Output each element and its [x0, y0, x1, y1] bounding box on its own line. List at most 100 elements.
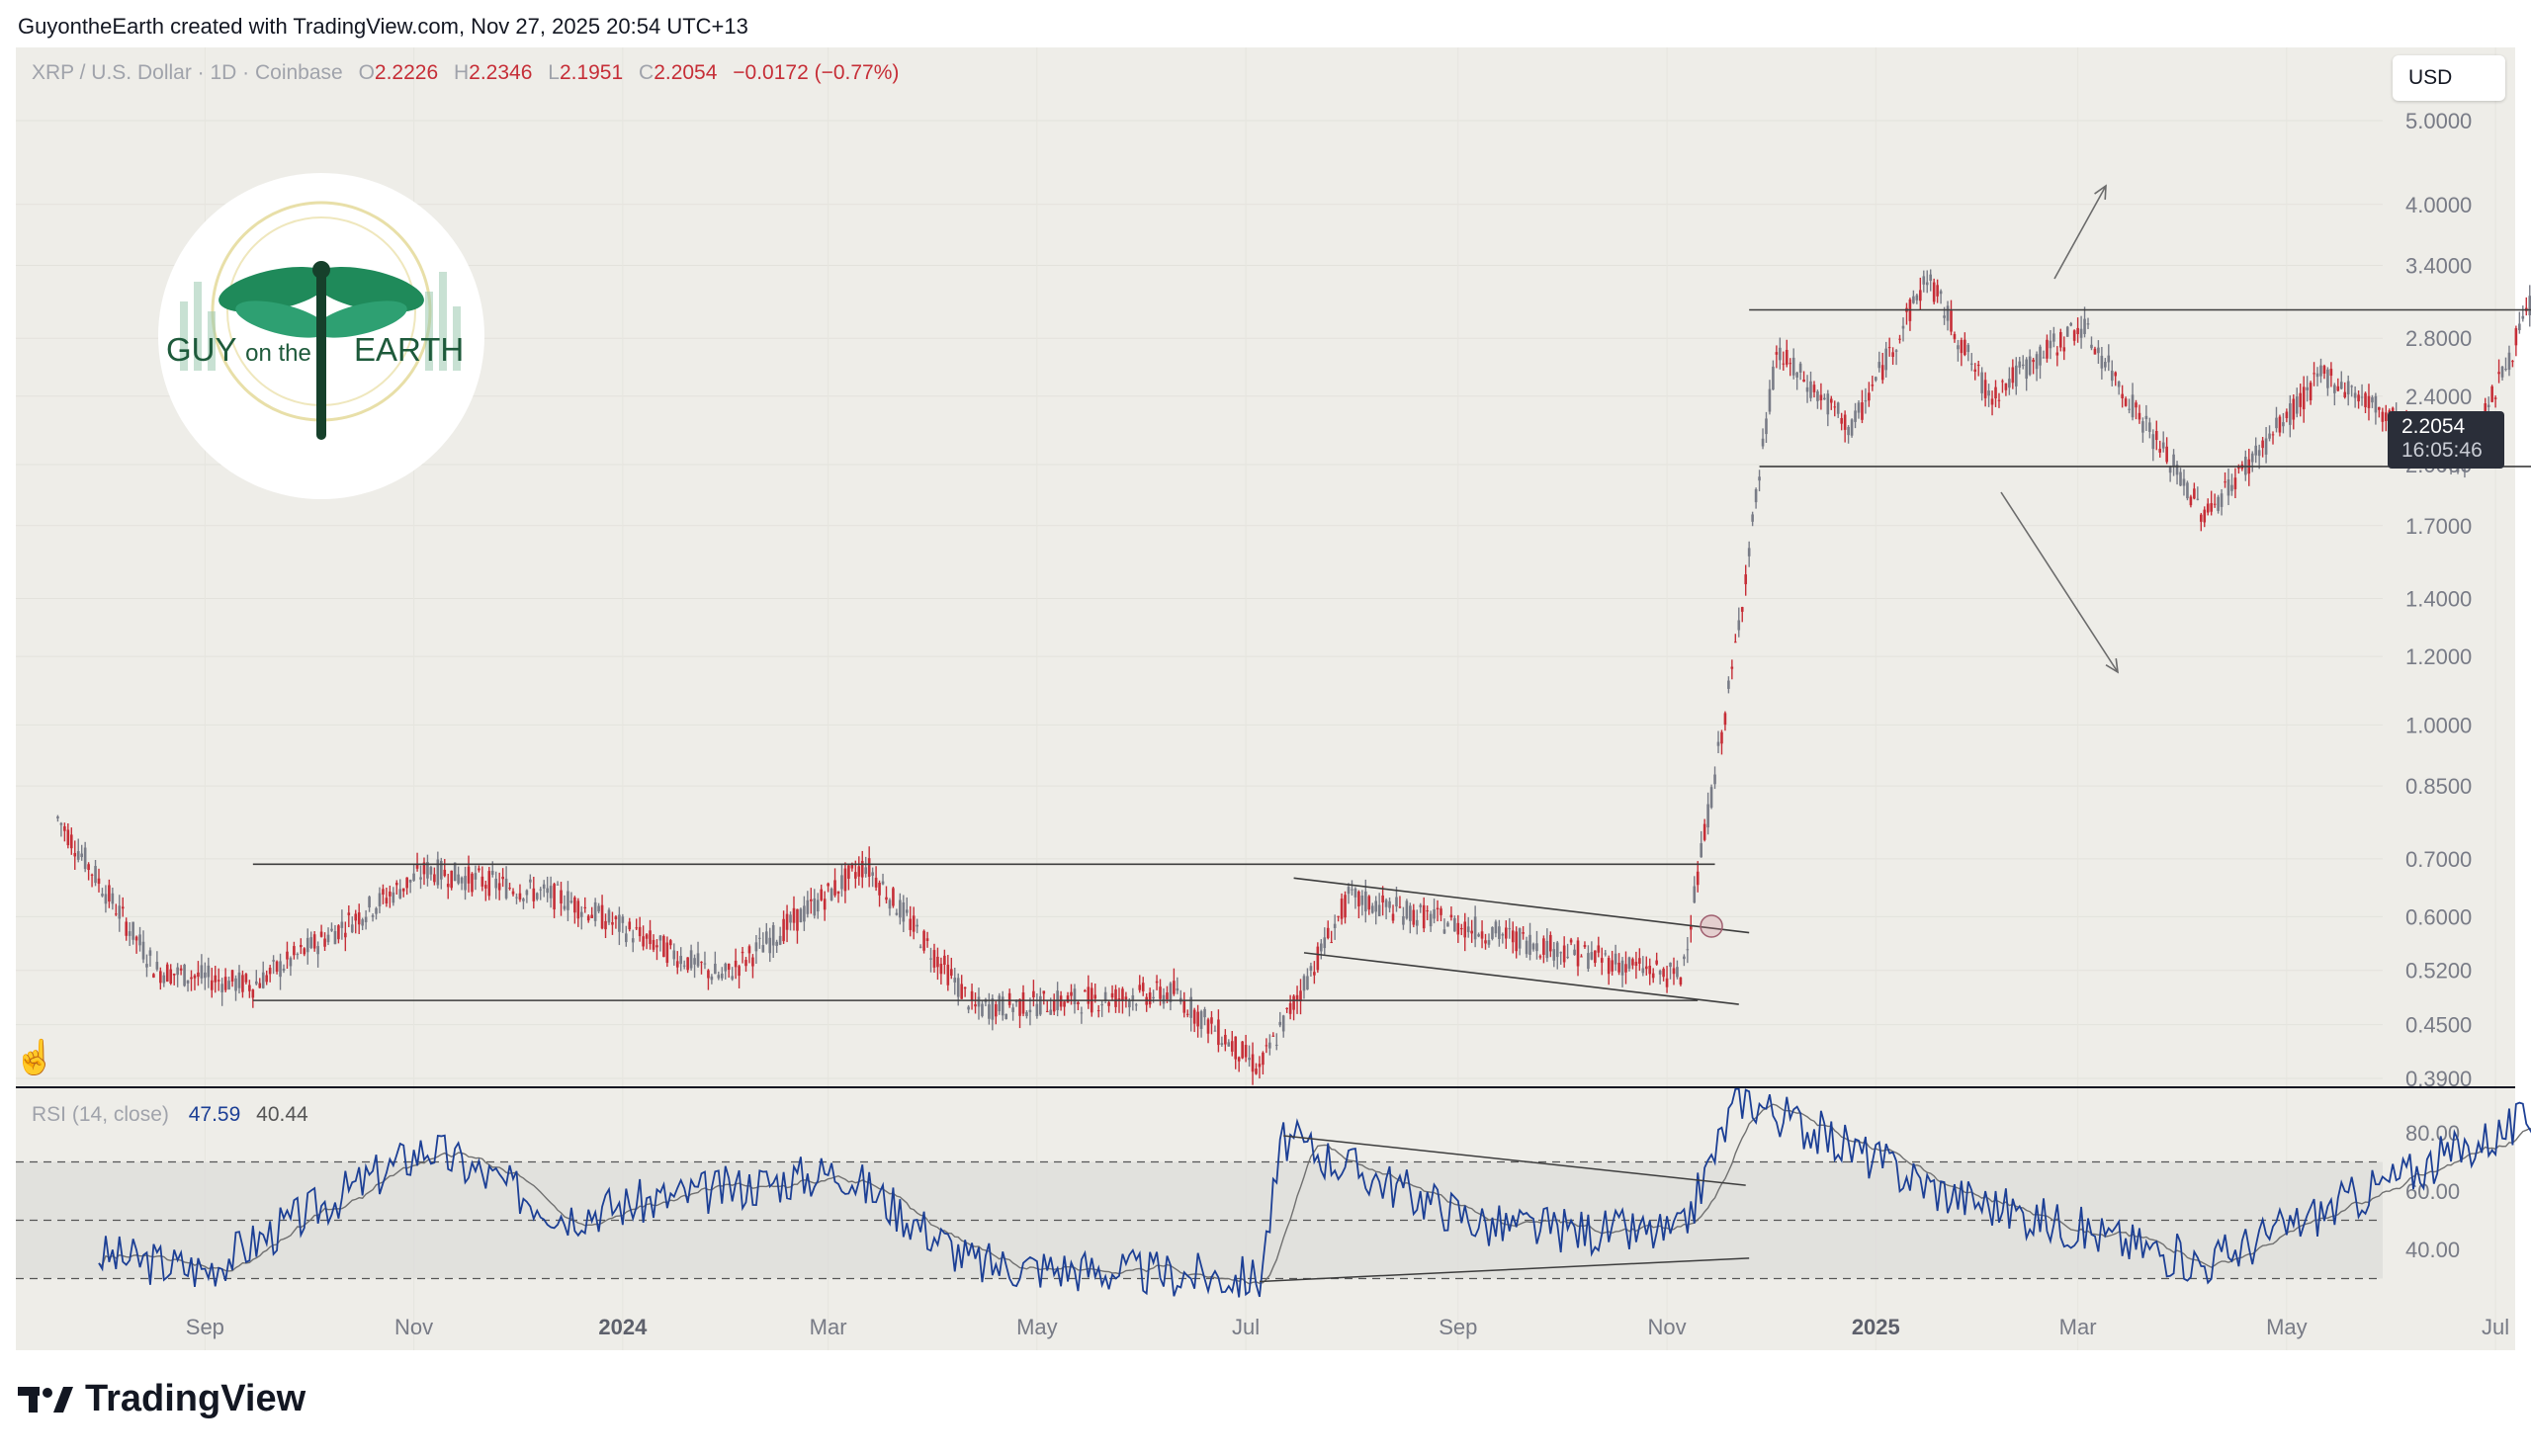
- candle-body: [275, 961, 279, 972]
- candle-body: [569, 900, 573, 903]
- candle-body: [1723, 713, 1727, 726]
- candle-body: [2493, 397, 2497, 399]
- candle-body: [1969, 363, 1973, 365]
- candle-body: [2371, 396, 2374, 403]
- candle-body: [799, 908, 803, 923]
- candle-body: [675, 961, 679, 968]
- candle-body: [2104, 362, 2107, 368]
- candle-body: [1426, 910, 1429, 912]
- candle-body: [2052, 333, 2055, 342]
- candle-body: [1791, 357, 1795, 376]
- candle-body: [1449, 914, 1453, 918]
- candle-body: [2196, 498, 2200, 500]
- candle-body: [899, 899, 902, 918]
- rsi-axis-tick: 80.00: [2405, 1121, 2460, 1146]
- candle-body: [371, 915, 375, 917]
- candle-body: [172, 973, 176, 976]
- logo-text-mid: on the: [245, 340, 311, 367]
- candle-body: [2168, 466, 2172, 473]
- candle-body: [1206, 1019, 1210, 1034]
- candle-body: [864, 867, 868, 875]
- candle-body: [662, 936, 665, 958]
- breakout-up-arrow: [2053, 185, 2107, 280]
- candle-body: [162, 975, 166, 984]
- rsi-ma-value: 40.44: [256, 1103, 308, 1126]
- candle-body: [741, 951, 744, 954]
- breakdown-down-arrow-head: [2105, 658, 2120, 674]
- candle-body: [69, 834, 73, 849]
- candle-body: [2128, 408, 2131, 410]
- candle-body: [2055, 352, 2059, 356]
- candle-body: [1333, 923, 1337, 929]
- candle-body: [1864, 400, 1868, 402]
- candle-body: [1538, 956, 1542, 958]
- candle-body: [532, 888, 536, 901]
- symbol-label[interactable]: XRP / U.S. Dollar · 1D · Coinbase: [32, 61, 343, 84]
- candle-body: [1847, 426, 1850, 436]
- candle-body: [293, 946, 296, 956]
- time-axis-tick: May: [1016, 1315, 1058, 1339]
- candle-body: [1066, 995, 1070, 1003]
- candle-body: [635, 927, 638, 929]
- candle-body: [535, 893, 539, 899]
- candle-body: [217, 980, 220, 982]
- candle-body: [703, 963, 707, 965]
- candle-body: [1761, 438, 1765, 447]
- candle-body: [2504, 369, 2507, 371]
- candle-body: [2319, 365, 2322, 377]
- candle-body: [2343, 391, 2347, 398]
- candle-body: [265, 975, 268, 983]
- candle-body: [1217, 1019, 1220, 1046]
- candle-body: [1943, 315, 1946, 318]
- currency-button[interactable]: USD: [2393, 55, 2505, 101]
- candle-body: [1255, 1069, 1258, 1074]
- candle-body: [128, 931, 131, 936]
- candle-body: [1990, 398, 1994, 405]
- candle-body: [1775, 352, 1779, 355]
- candle-body: [2039, 346, 2042, 366]
- candle-body: [2117, 382, 2121, 387]
- candle-body: [1007, 992, 1011, 1005]
- candle-body: [751, 957, 754, 967]
- candle-body: [2346, 381, 2350, 395]
- candle-body: [2189, 496, 2193, 506]
- candle-body: [2257, 450, 2261, 457]
- rsi-value: 47.59: [188, 1103, 241, 1126]
- candle-body: [2148, 422, 2151, 432]
- candle-body: [522, 899, 525, 901]
- candle-body: [2507, 352, 2511, 371]
- candle-body: [227, 981, 230, 989]
- time-axis-tick: Sep: [1439, 1315, 1477, 1339]
- candle-body: [621, 916, 625, 923]
- candle-body: [1353, 888, 1357, 898]
- candle-body: [1716, 741, 1720, 746]
- candle-body: [2172, 454, 2175, 468]
- candle-body: [991, 998, 995, 1020]
- candle-body: [833, 880, 836, 896]
- candle-body: [1004, 1013, 1007, 1020]
- candle-body: [946, 964, 950, 985]
- cursor-icon[interactable]: ☝: [14, 1039, 56, 1076]
- rsi-name[interactable]: RSI (14, close): [32, 1103, 169, 1126]
- tradingview-footer[interactable]: TradingView: [18, 1378, 305, 1420]
- candle-body: [1110, 992, 1114, 998]
- candle-body: [1258, 1064, 1262, 1068]
- candle-body: [1891, 352, 1894, 358]
- candle-body: [426, 862, 429, 879]
- candle-body: [1819, 394, 1823, 400]
- candle-body: [1693, 886, 1697, 903]
- candle-body: [785, 913, 789, 930]
- candle-body: [2069, 322, 2072, 326]
- candle-body: [464, 876, 467, 891]
- candle-body: [655, 945, 658, 948]
- candle-body: [1679, 977, 1683, 985]
- candle-body: [111, 893, 115, 904]
- candle-body: [1248, 1058, 1251, 1061]
- candle-body: [83, 847, 87, 870]
- candle-body: [134, 936, 138, 941]
- candle-body: [1484, 940, 1487, 944]
- candle-body: [625, 933, 628, 943]
- candle-body: [241, 975, 244, 992]
- candle-body: [720, 973, 724, 979]
